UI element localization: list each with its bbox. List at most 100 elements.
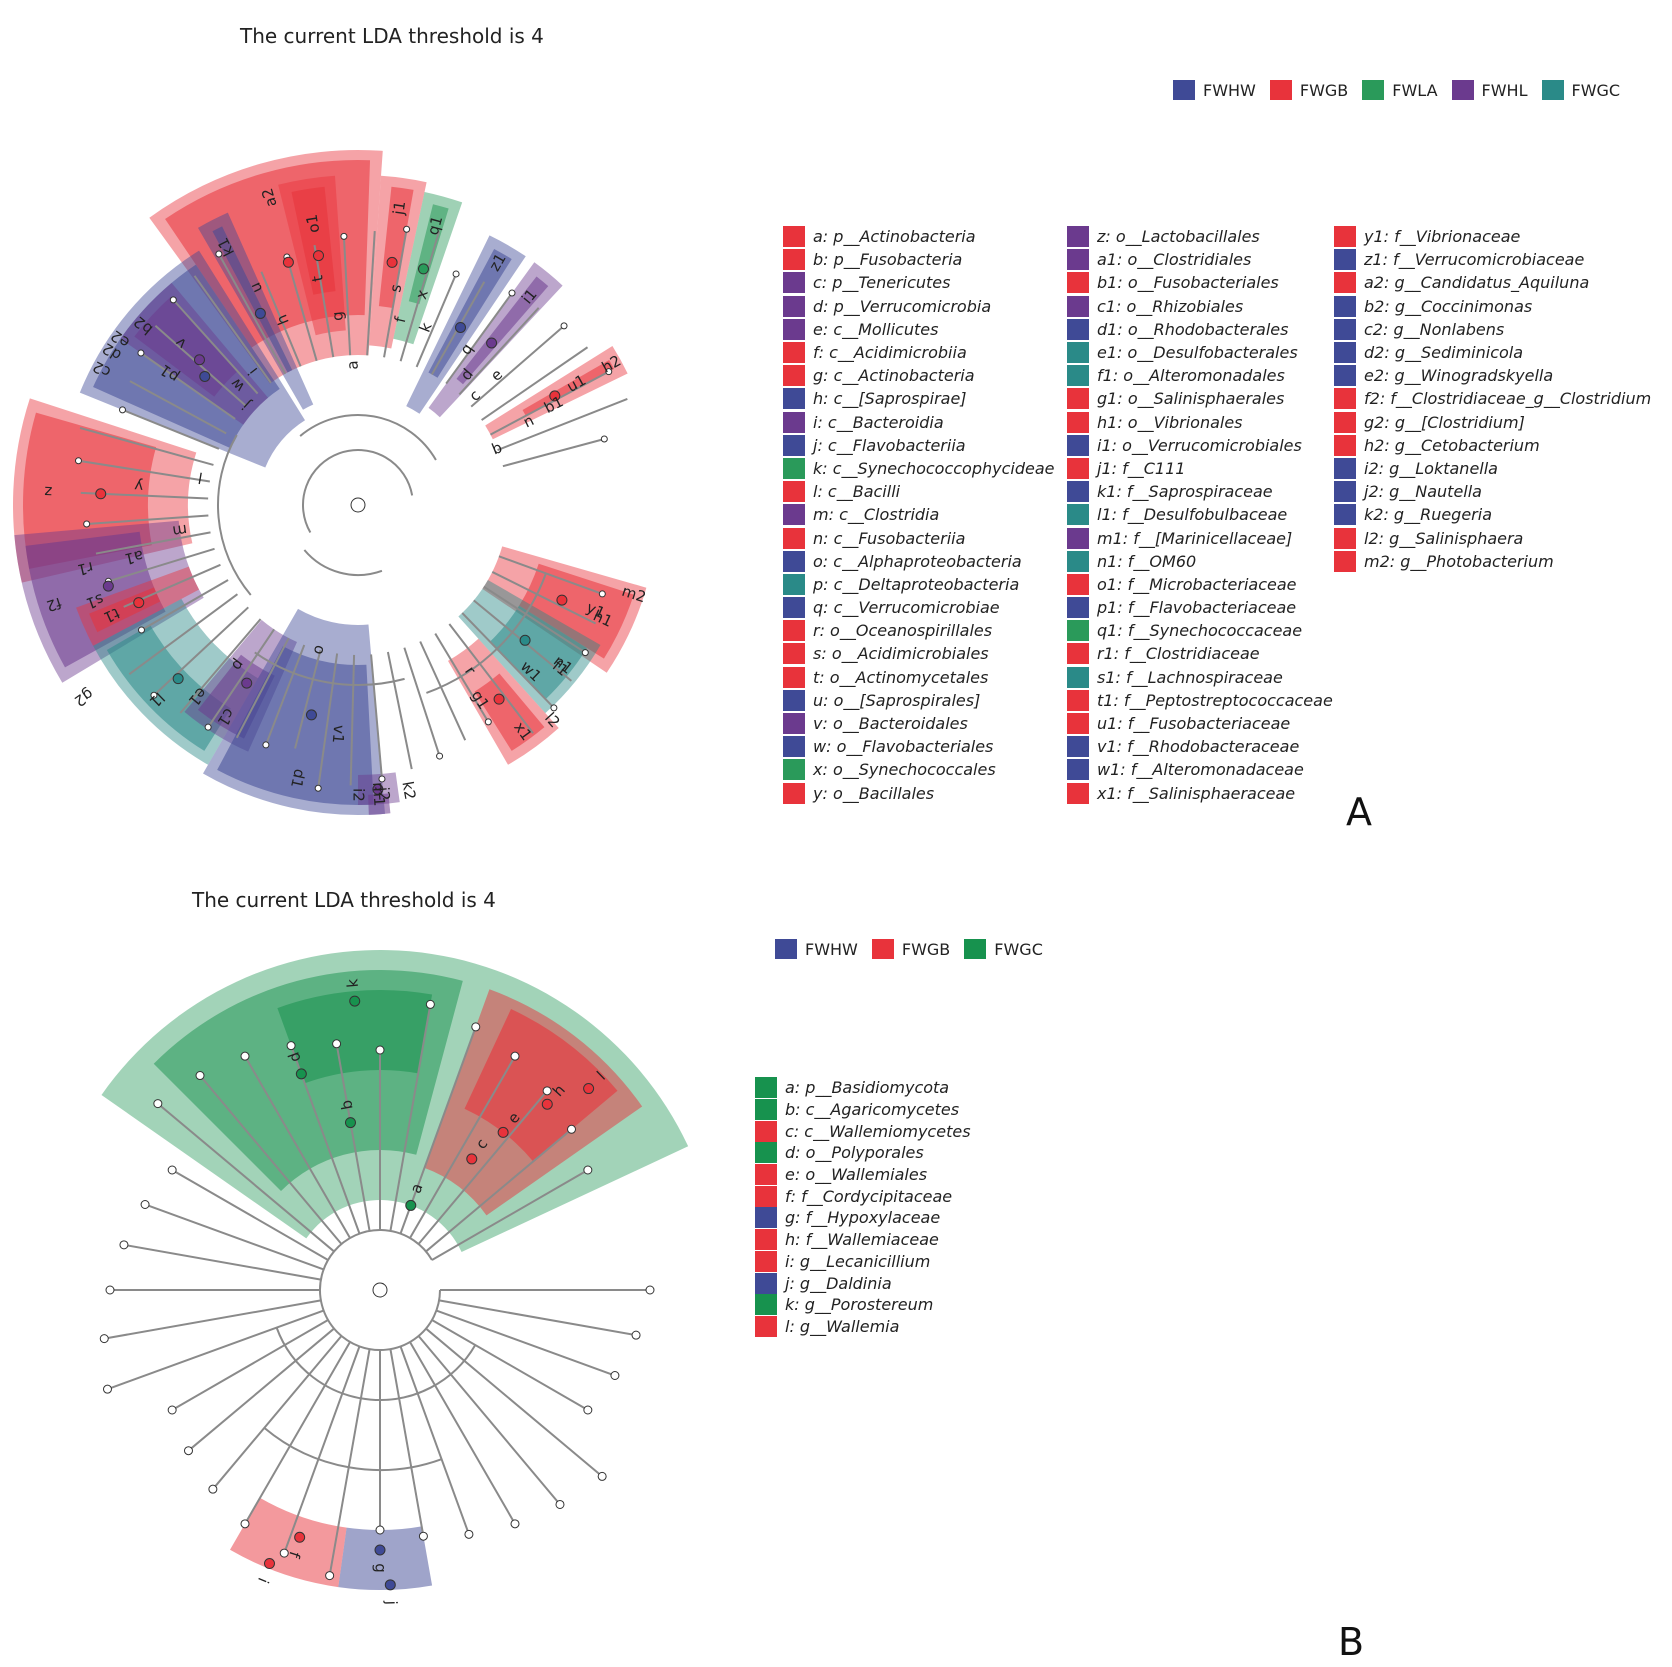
tree-branch (154, 325, 247, 407)
tree-leaf-node (583, 1165, 593, 1175)
taxon-color-swatch (783, 226, 805, 248)
taxon-label: h: c__[Saprospirae] (813, 389, 967, 409)
clade-highlight-inner-f2 (25, 531, 166, 668)
taxon-color-swatch (755, 1164, 777, 1186)
clade-node-x1 (493, 693, 505, 705)
tree-branch (283, 1346, 361, 1554)
taxon-color-swatch (783, 434, 805, 456)
clade-node-l (583, 1083, 595, 1095)
clade-highlight-inner-x1 (474, 673, 545, 751)
clade-label-t: t (308, 274, 327, 283)
tree-branch (425, 1128, 573, 1253)
tree-branch (370, 654, 383, 780)
taxon-key-item: i: c__Bacteroidia (783, 411, 1055, 434)
taxon-color-swatch (783, 504, 805, 526)
taxon-key-item: r1: f__Clostridiaceae (1067, 642, 1333, 665)
clade-label-k: k (416, 320, 436, 335)
taxon-color-swatch (1067, 504, 1089, 526)
tree-arc (275, 1327, 477, 1401)
taxon-label: t1: f__Peptostreptococcaceae (1097, 690, 1333, 710)
clade-node-h (541, 1098, 553, 1110)
taxon-label: a: p__Actinobacteria (813, 227, 976, 247)
tree-branch (342, 236, 352, 356)
clade-label-j1: j1 (389, 200, 409, 217)
tree-leaf-node (508, 289, 516, 297)
clade-label-y1: y1 (584, 598, 608, 622)
taxon-key-item: j2: g__Nautella (1334, 480, 1651, 503)
taxon-color-swatch (783, 457, 805, 479)
tree-arc (426, 573, 547, 694)
tree-branch (470, 325, 565, 408)
taxon-key-item: i2: g__Loktanella (1334, 457, 1651, 480)
taxon-key-item: l: c__Bacilli (783, 480, 1055, 503)
taxon-label: i: c__Bacteroidia (813, 412, 944, 432)
tree-branch (399, 1026, 477, 1234)
taxon-label: s1: f__Lachnospiraceae (1097, 667, 1283, 687)
clade-label-i2: i2 (350, 788, 368, 802)
legend-swatch-fwgc (964, 939, 987, 959)
taxon-color-swatch (783, 597, 805, 619)
panel-a-key-column-3: y1: f__Vibrionaceae z1: f__Verrucomicrobi… (1334, 225, 1651, 573)
taxon-key-item: z: o__Lactobacillales (1067, 225, 1333, 248)
tree-branch (187, 1327, 335, 1452)
taxon-key-item: v1: f__Rhodobacteraceae (1067, 735, 1333, 758)
taxon-key-item: f: f__Cordycipitaceae (755, 1185, 971, 1207)
panel-a-key-column-2: z: o__Lactobacillales a1: o__Clostridiale… (1067, 225, 1333, 805)
tree-leaf-node (542, 1086, 552, 1096)
tree-branch (483, 585, 586, 654)
taxon-color-swatch (1334, 504, 1356, 526)
taxon-color-swatch (1067, 342, 1089, 364)
taxon-color-swatch (1067, 318, 1089, 340)
tree-branch (386, 651, 413, 770)
taxon-key-item: a2: g__Candidatus_Aquiluna (1334, 271, 1651, 294)
clade-node-l1 (172, 673, 184, 685)
tree-leaf-node (550, 704, 558, 712)
clade-highlight-inner-h1 (519, 563, 634, 659)
taxon-label: n: c__Fusobacteriia (813, 528, 966, 548)
taxon-key-item: l2: g__Salinisphaera (1334, 526, 1651, 549)
taxon-color-swatch (755, 1315, 777, 1337)
taxon-label: c2: g__Nonlabens (1364, 319, 1505, 339)
clade-highlight-inner-z (23, 412, 157, 569)
taxon-label: a: p__Basidiomycota (785, 1078, 950, 1098)
tree-leaf-node (645, 1285, 655, 1295)
clade-node-j (384, 1579, 396, 1591)
tree-root-node (350, 497, 366, 513)
tree-leaf-node (583, 1405, 593, 1415)
legend-label: FWGC (1571, 80, 1621, 100)
clade-label-c: c (466, 386, 484, 405)
tree-branch (383, 229, 408, 358)
taxon-key-item: e: c__Mollicutes (783, 318, 1055, 341)
tree-leaf-node (153, 1099, 163, 1109)
taxon-key-item: z1: f__Verrucomicrobiaceae (1334, 248, 1651, 271)
taxon-color-swatch (1067, 550, 1089, 572)
taxon-label: e2: g__Winogradskyella (1364, 366, 1554, 386)
taxon-key-item: b: c__Agaricomycetes (755, 1099, 971, 1121)
clade-label-m1: m1 (369, 782, 389, 807)
tree-branch (140, 352, 236, 420)
taxon-color-swatch (1334, 295, 1356, 317)
taxon-key-item: c1: o__Rhizobiales (1067, 295, 1333, 318)
taxon-label: p1: f__Flavobacteriaceae (1097, 598, 1297, 618)
clade-node-i1 (486, 337, 498, 349)
tree-leaf-node (262, 741, 270, 749)
taxon-key-item: v: o__Bacteroidales (783, 712, 1055, 735)
panel-b-group-legend: FWHW FWGB FWGC (775, 939, 1057, 959)
taxon-color-swatch (1334, 272, 1356, 294)
tree-branch (108, 547, 215, 583)
panel-a-letter: A (1346, 790, 1372, 834)
taxon-color-swatch (1067, 411, 1089, 433)
tree-branch (335, 1043, 371, 1232)
tree-leaf-node (631, 1330, 641, 1340)
taxon-key-item: i1: o__Verrucomicrobiales (1067, 434, 1333, 457)
taxon-label: f1: o__Alteromonadales (1097, 366, 1285, 386)
taxon-label: e: c__Mollicutes (813, 319, 939, 339)
tree-branch (502, 438, 605, 468)
taxon-label: x1: f__Salinisphaeraceae (1097, 783, 1296, 803)
taxon-color-swatch (1067, 782, 1089, 804)
taxon-color-swatch (783, 689, 805, 711)
taxon-label: j: c__Flavobacteriia (813, 435, 966, 455)
tree-leaf-node (510, 1519, 520, 1529)
taxon-label: l1: f__Desulfobulbaceae (1097, 505, 1288, 525)
taxon-label: z1: f__Verrucomicrobiaceae (1364, 250, 1585, 270)
